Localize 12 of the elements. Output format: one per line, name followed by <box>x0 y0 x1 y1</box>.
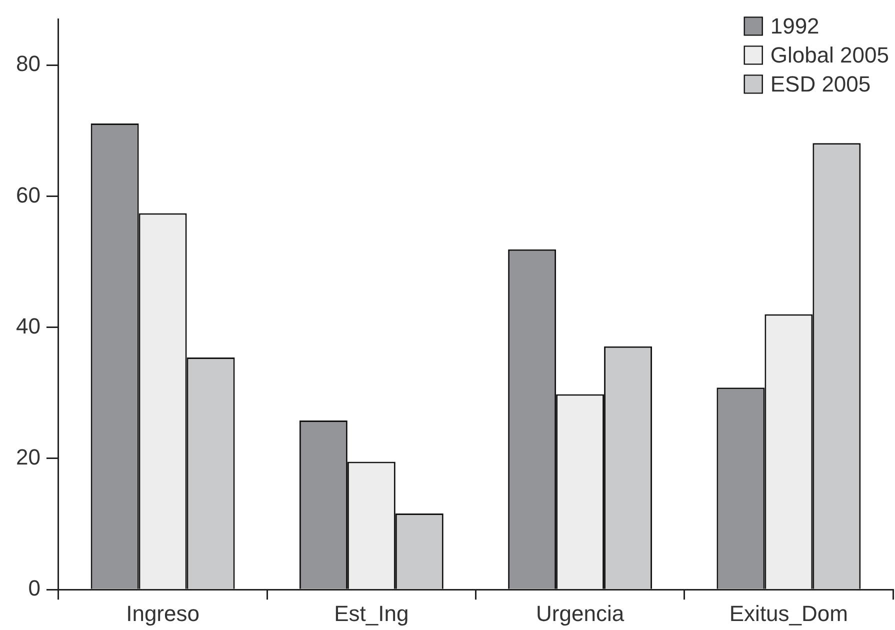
x-tick-label: Urgencia <box>536 600 625 626</box>
y-tick-label: 80 <box>16 51 40 76</box>
legend-label: ESD 2005 <box>770 71 871 96</box>
x-tick-label: Exitus_Dom <box>729 600 848 626</box>
legend-label: Global 2005 <box>770 42 890 68</box>
y-tick-label: 60 <box>16 182 40 208</box>
x-tick-label: Est_Ing <box>334 600 409 626</box>
y-tick-label: 40 <box>16 313 40 338</box>
x-tick-label: Ingreso <box>126 600 200 626</box>
y-tick-label: 20 <box>16 444 40 470</box>
y-tick-label: 0 <box>28 576 40 601</box>
legend-label: 1992 <box>770 13 820 38</box>
